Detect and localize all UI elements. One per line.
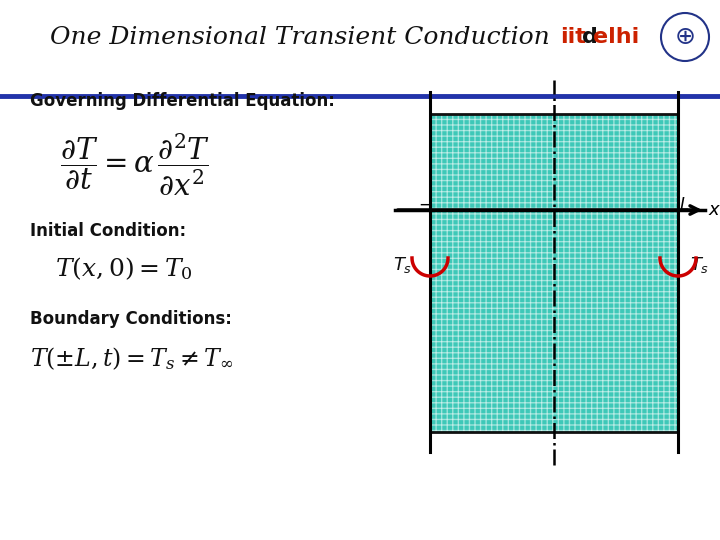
Text: $x$: $x$	[708, 201, 720, 219]
Bar	[430, 114, 678, 432]
Text: Boundary Conditions:: Boundary Conditions:	[30, 310, 232, 328]
Text: $T_s$: $T_s$	[690, 255, 709, 275]
Text: $T(\pm L,t)=T_s \neq T_\infty$: $T(\pm L,t)=T_s \neq T_\infty$	[30, 345, 233, 372]
Text: $\dfrac{\partial T}{\partial t} = \alpha \, \dfrac{\partial^2 T}{\partial x^2}$: $\dfrac{\partial T}{\partial t} = \alpha…	[60, 132, 210, 198]
Text: $-L$: $-L$	[418, 196, 442, 214]
Text: elhi: elhi	[593, 27, 639, 47]
Text: Initial Condition:: Initial Condition:	[30, 222, 186, 240]
Bar	[430, 114, 678, 432]
Text: $T(x,0)=T_0$: $T(x,0)=T_0$	[55, 255, 193, 282]
Text: $T_s$: $T_s$	[392, 255, 412, 275]
Text: iit: iit	[560, 27, 586, 47]
Bar	[430, 114, 678, 432]
Text: $0$: $0$	[548, 196, 559, 214]
Text: One Dimensional Transient Conduction: One Dimensional Transient Conduction	[50, 25, 550, 49]
Text: d: d	[582, 27, 598, 47]
Text: Governing Differential Equation:: Governing Differential Equation:	[30, 92, 335, 110]
Text: $+L$: $+L$	[666, 196, 690, 214]
Bar	[430, 114, 678, 432]
Text: ⊕: ⊕	[675, 25, 696, 49]
